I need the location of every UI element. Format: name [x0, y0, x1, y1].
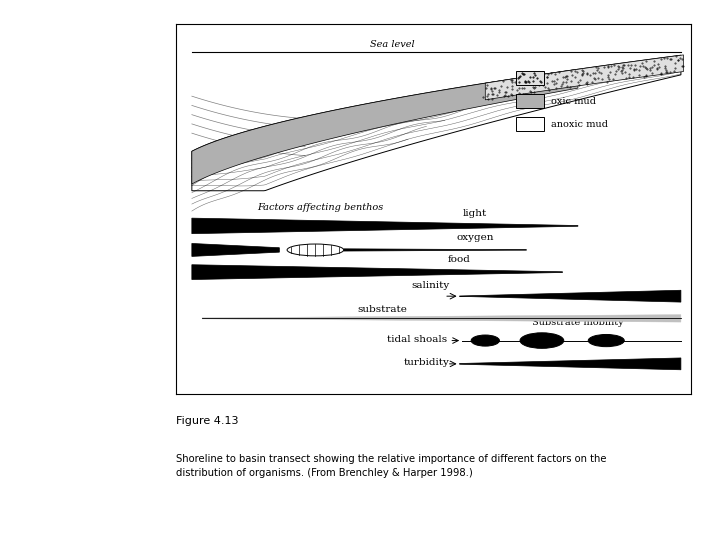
Polygon shape: [202, 315, 681, 322]
Ellipse shape: [471, 335, 500, 346]
Text: food: food: [448, 255, 471, 264]
Polygon shape: [192, 265, 562, 280]
Text: tidal shoals: tidal shoals: [387, 335, 446, 343]
Polygon shape: [459, 291, 681, 302]
Text: sand: sand: [551, 74, 574, 83]
Text: light: light: [463, 209, 487, 218]
Polygon shape: [192, 218, 578, 234]
Text: salinity: salinity: [411, 280, 449, 289]
Ellipse shape: [287, 244, 343, 256]
Ellipse shape: [520, 333, 564, 348]
Text: Sea level: Sea level: [370, 40, 415, 49]
Text: Factors affecting benthos: Factors affecting benthos: [258, 203, 384, 212]
Text: Shoreline to basin transect showing the relative importance of different factors: Shoreline to basin transect showing the …: [176, 454, 607, 477]
Text: Figure 4.13: Figure 4.13: [176, 416, 239, 426]
Text: substrate: substrate: [357, 305, 408, 314]
Text: oxygen: oxygen: [456, 233, 494, 242]
Polygon shape: [459, 358, 681, 370]
Polygon shape: [343, 249, 526, 251]
Bar: [516, 71, 544, 85]
Bar: [516, 94, 544, 108]
Polygon shape: [192, 55, 681, 191]
Text: turbidity: turbidity: [403, 358, 449, 367]
Bar: [516, 117, 544, 131]
Text: anoxic mud: anoxic mud: [551, 120, 608, 129]
Polygon shape: [192, 69, 578, 184]
Polygon shape: [192, 244, 279, 256]
Text: Substrate mobility: Substrate mobility: [532, 318, 624, 327]
Ellipse shape: [588, 334, 624, 347]
Polygon shape: [485, 55, 683, 100]
Text: oxic mud: oxic mud: [551, 97, 595, 106]
